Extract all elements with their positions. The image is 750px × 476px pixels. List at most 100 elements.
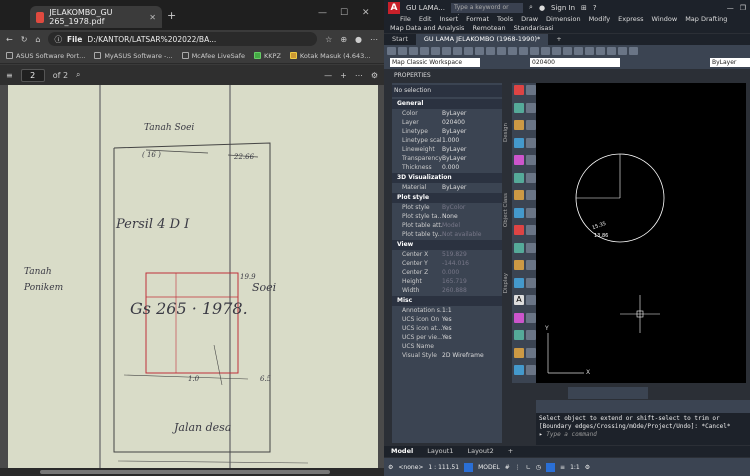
- prop-row[interactable]: Linetype ByLayer: [402, 128, 467, 135]
- prop-row[interactable]: UCS icon On Yes: [402, 316, 452, 323]
- scale-tool-icon[interactable]: [526, 277, 536, 288]
- snap-icon[interactable]: ⋮: [514, 463, 521, 471]
- polyline-tool-icon[interactable]: [514, 102, 524, 113]
- status-map-icon[interactable]: [464, 462, 474, 472]
- prop-row[interactable]: Transparency ByLayer: [402, 155, 467, 162]
- cart-icon[interactable]: ⊞: [581, 3, 587, 12]
- erase-tool-icon[interactable]: [514, 225, 524, 236]
- section-3d-visualization[interactable]: 3D Visualization: [392, 173, 502, 183]
- markup-icon[interactable]: [607, 47, 616, 55]
- workspace-gear-icon[interactable]: ⚙: [584, 463, 591, 471]
- scroll-thumb[interactable]: [40, 470, 330, 474]
- cut-icon[interactable]: [453, 47, 462, 55]
- page-number-input[interactable]: 2: [20, 68, 45, 82]
- menu-dimension[interactable]: Dimension: [546, 15, 581, 23]
- menu-window[interactable]: Window: [651, 15, 678, 23]
- section-view[interactable]: View: [392, 240, 502, 250]
- zoom-window-icon[interactable]: [541, 47, 550, 55]
- break-tool-icon[interactable]: [514, 330, 524, 341]
- prop-row[interactable]: Layer 020400: [402, 119, 465, 126]
- tab-start[interactable]: Start: [392, 35, 408, 43]
- new-tab-button[interactable]: +: [167, 9, 177, 22]
- design-center-icon[interactable]: [574, 47, 583, 55]
- copy-icon[interactable]: [464, 47, 473, 55]
- menu-modify[interactable]: Modify: [588, 15, 611, 23]
- search-icon[interactable]: ⌕: [76, 70, 81, 79]
- autocad-logo[interactable]: A: [388, 1, 400, 14]
- publish-icon[interactable]: [442, 47, 451, 55]
- prop-row[interactable]: Center Z 0.000: [402, 269, 460, 276]
- chamfer-tool-icon[interactable]: [514, 347, 524, 358]
- paste-icon[interactable]: [475, 47, 484, 55]
- open-icon[interactable]: [398, 47, 407, 55]
- redo-icon[interactable]: [508, 47, 517, 55]
- arc-tool-icon[interactable]: [526, 120, 536, 131]
- address-bar[interactable]: ⓘ File D:/KANTOR/LATSAR%202022/BA...: [48, 32, 318, 46]
- prop-row[interactable]: Color ByLayer: [402, 110, 467, 117]
- match-icon[interactable]: [486, 47, 495, 55]
- help-icon[interactable]: ?: [592, 3, 597, 12]
- menu-format[interactable]: Format: [466, 15, 490, 23]
- prop-row[interactable]: Plot style ByColor: [402, 204, 466, 211]
- menu-standarisasi[interactable]: Standarisasi: [513, 24, 554, 32]
- copy-tool-icon[interactable]: [526, 225, 536, 236]
- menu-tools[interactable]: Tools: [497, 15, 514, 23]
- spline-tool-icon[interactable]: [514, 155, 524, 166]
- gradient-tool-icon[interactable]: [526, 190, 536, 201]
- drawing-canvas[interactable]: 15.35 13.86 Y X: [536, 83, 746, 383]
- status-scale[interactable]: 1 : 111.51: [428, 463, 460, 471]
- properties-icon[interactable]: [563, 47, 572, 55]
- extend-tool-icon[interactable]: [526, 312, 536, 323]
- rectangle-tool-icon[interactable]: [514, 120, 524, 131]
- undo-icon[interactable]: [497, 47, 506, 55]
- cloud-tool-icon[interactable]: [526, 137, 536, 148]
- xline-tool-icon[interactable]: [526, 85, 536, 95]
- new-drawing-tab[interactable]: +: [556, 35, 562, 43]
- osnap-icon[interactable]: [546, 462, 556, 472]
- array-tool-icon[interactable]: [514, 260, 524, 271]
- lineweight-icon[interactable]: ≡: [560, 463, 566, 471]
- prop-row[interactable]: UCS per vie... Yes: [402, 334, 452, 341]
- prop-row[interactable]: Linetype scale 1.000: [402, 137, 460, 144]
- tab-model[interactable]: Model: [391, 447, 414, 455]
- menu-edit[interactable]: Edit: [418, 15, 432, 23]
- offset-tool-icon[interactable]: [526, 242, 536, 253]
- bookmark-kotak-masuk[interactable]: Kotak Masuk (4.643...: [289, 52, 370, 60]
- bookmark-asus-software[interactable]: ASUS Software Port...: [6, 52, 85, 60]
- bookmark-mcafee[interactable]: McAfee LiveSafe: [181, 52, 245, 60]
- circle-tool-icon[interactable]: [514, 137, 524, 148]
- menu-insert[interactable]: Insert: [439, 15, 459, 23]
- menu-map-data[interactable]: Map Data and Analysis: [390, 24, 465, 32]
- section-misc[interactable]: Misc: [392, 296, 502, 306]
- home-icon[interactable]: ⌂: [35, 34, 41, 44]
- menu-map-drafting[interactable]: Map Drafting: [685, 15, 728, 23]
- fillet-tool-icon[interactable]: [526, 347, 536, 358]
- menu-remotean[interactable]: Remotean: [472, 24, 506, 32]
- workspace-select[interactable]: Map Classic Workspace: [390, 58, 480, 67]
- table-tool-icon[interactable]: [526, 207, 536, 218]
- prop-row[interactable]: Width 260.888: [402, 287, 467, 294]
- ortho-icon[interactable]: ∟: [525, 463, 531, 471]
- back-icon[interactable]: ←: [6, 34, 13, 44]
- rotate-tool-icon[interactable]: [514, 277, 524, 288]
- side-tab-display[interactable]: Display: [503, 273, 509, 294]
- prop-row[interactable]: UCS Name: [402, 343, 434, 350]
- more-icon[interactable]: ⋯: [370, 34, 378, 44]
- pdf-settings-icon[interactable]: ⚙: [370, 70, 378, 80]
- horizontal-scrollbar[interactable]: [0, 468, 384, 476]
- menu-express[interactable]: Express: [618, 15, 644, 23]
- zoom-in-button[interactable]: +: [340, 70, 347, 80]
- pdf-document-view[interactable]: Tanah Soei ( 16 ) 22.66 Persil 4 D I Tan…: [0, 85, 384, 468]
- pan-icon[interactable]: [519, 47, 528, 55]
- keyword-search-input[interactable]: Type a keyword or phrase: [451, 2, 524, 21]
- extensions-icon[interactable]: ⊕: [340, 34, 348, 44]
- menu-draw[interactable]: Draw: [521, 15, 539, 23]
- prop-row[interactable]: Thickness 0.000: [402, 164, 460, 171]
- browser-tab[interactable]: JELAKOMBO_GU 265_1978.pdf ✕: [30, 6, 162, 28]
- prop-row[interactable]: Plot style ta... None: [402, 213, 458, 220]
- annotation-scale[interactable]: 1:1: [570, 463, 580, 471]
- section-plot-style[interactable]: Plot style: [392, 193, 502, 203]
- calc-icon[interactable]: [618, 47, 627, 55]
- move-tool-icon[interactable]: [526, 260, 536, 271]
- zoom-out-button[interactable]: —: [324, 70, 333, 80]
